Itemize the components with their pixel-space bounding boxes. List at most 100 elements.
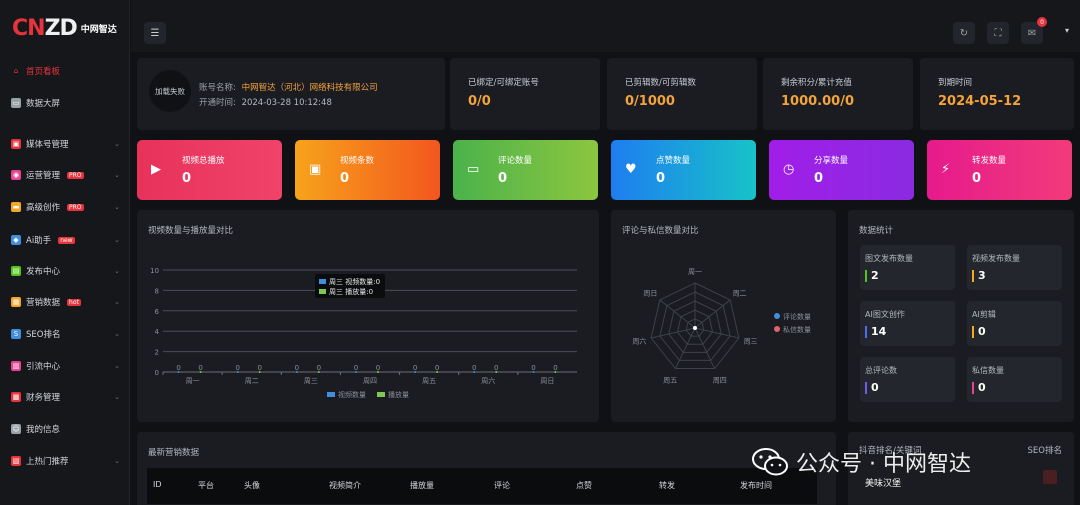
y-tick-label: 2 (155, 349, 159, 357)
user-dropdown-caret[interactable]: ▾ (1065, 26, 1070, 35)
comment-chart-panel: 评论与私信数量对比 周一 周二 周三 周四 周五 周六 周日 评论数量 私信数量 (611, 210, 836, 422)
stat-value: 1000.00/0 (781, 94, 855, 109)
table-header-cell: 头像 (244, 481, 260, 490)
sidebar-item-7[interactable]: ▦ 营销数据 hot ⌄ (0, 291, 130, 313)
series-point (473, 371, 476, 373)
wechat-icon (752, 448, 788, 476)
data-label: 0 (354, 364, 358, 372)
metric-label: 视频总播放 (182, 156, 225, 166)
data-stat-card-2: AI图文创作 14 (860, 301, 955, 346)
finance-icon: ▩ (11, 392, 21, 402)
heart-icon: ♥ (625, 162, 637, 177)
video-file-icon: ▣ (309, 162, 322, 177)
refresh-button[interactable]: ↻ (953, 22, 975, 44)
data-stat-label: 视频发布数量 (972, 254, 1020, 263)
sidebar-item-10[interactable]: ▩ 财务管理 ⌄ (0, 386, 130, 408)
sidebar-item-9[interactable]: ▥ 引流中心 ⌄ (0, 355, 130, 377)
metric-card-4[interactable]: ◷ 分享数量 0 (769, 140, 914, 200)
table-header-cell: 发布时间 (740, 481, 772, 490)
home-icon: ⌂ (13, 67, 19, 75)
mail-icon: ✉ (1027, 27, 1037, 39)
data-stat-card-0: 图文发布数量 2 (860, 245, 955, 290)
chevron-down-icon: ⌄ (114, 330, 120, 338)
sidebar-item-5[interactable]: ◆ Ai助手 new ⌄ (0, 229, 130, 251)
sidebar-tag: PRO (67, 171, 84, 179)
sidebar-item-4[interactable]: ▬ 高级创作 PRO ⌄ (0, 196, 130, 218)
chevron-down-icon: ⌄ (114, 203, 120, 211)
watermark-text: 公众号 · 中网智达 (796, 452, 971, 477)
traffic-icon: ▥ (11, 361, 21, 371)
radar-ring (668, 300, 722, 353)
data-stats-panel: 数据统计 图文发布数量 2 视频发布数量 3 AI图文创作 14 AI剪辑 0 总评论数 0 私信数… (848, 210, 1074, 422)
radar-axis (694, 299, 731, 329)
sidebar-item-label: 高级创作 (26, 203, 61, 213)
radar-center (693, 326, 697, 330)
sidebar-item-2[interactable]: ▣ 媒体号管理 ⌄ (0, 133, 130, 155)
metric-card-1[interactable]: ▣ 视频条数 0 (295, 140, 440, 200)
x-tick-label: 周一 (186, 377, 200, 385)
metric-card-3[interactable]: ♥ 点赞数量 0 (611, 140, 756, 200)
stat-label: 到期时间 (938, 78, 973, 88)
tooltip-line: 周三 播放量:0 (329, 287, 373, 296)
sidebar-item-label: 财务管理 (26, 393, 61, 403)
stat-label: 剩余积分/累计充值 (781, 78, 852, 88)
tooltip-swatch (319, 289, 326, 294)
menu-toggle-button[interactable]: ☰ (144, 22, 166, 44)
sidebar-item-3[interactable]: ◉ 运营管理 PRO ⌄ (0, 164, 130, 186)
metric-card-5[interactable]: ⚡ 转发数量 0 (927, 140, 1072, 200)
series-point (554, 371, 557, 373)
y-tick-label: 10 (150, 267, 159, 275)
create-icon: ▬ (11, 202, 21, 212)
fullscreen-button[interactable]: ⛶ (987, 22, 1009, 44)
table-header-cell: ID (153, 480, 162, 489)
series-point (377, 371, 379, 373)
logo-subtitle: 中网智达 (80, 24, 117, 35)
sidebar-item-6[interactable]: ▤ 发布中心 ⌄ (0, 260, 130, 282)
series-point (199, 371, 202, 373)
sidebar-item-0[interactable]: ⌂ 首页看板 (0, 60, 130, 82)
table-header-cell: 评论 (494, 481, 510, 490)
sidebar-item-1[interactable]: ▭ 数据大屏 (0, 92, 130, 114)
data-label: 0 (413, 364, 417, 372)
series-point (436, 371, 439, 373)
metric-value: 0 (972, 171, 982, 186)
tooltip (315, 274, 385, 298)
ai-icon: ◆ (11, 235, 21, 245)
data-label: 0 (176, 364, 180, 372)
x-tick-label: 周三 (304, 377, 318, 385)
marketing-panel: 最新营销数据 ID 平台 头像 视频简介 播放量 评论 点赞 转发 发布时间 (137, 432, 836, 505)
sidebar-item-8[interactable]: S SEO排名 ⌄ (0, 323, 130, 345)
stat-panel-0: 已绑定/可绑定账号 0/0 (450, 58, 600, 130)
sidebar-item-11[interactable]: ☺ 我的信息 (0, 418, 130, 440)
chevron-down-icon: ⌄ (114, 140, 120, 148)
seo-row[interactable]: 美味汉堡 (865, 479, 902, 489)
video-chart-panel: 视频数量与播放量对比 0 2 4 6 8 10 周一 周二 周三 周四 周五 周六 周日 0 0 0 0 0 0 0 0… (137, 210, 599, 422)
radar-axis (694, 327, 715, 369)
metric-card-0[interactable]: ▶ 视频总播放 0 (137, 140, 282, 200)
x-tick-label: 周日 (540, 377, 554, 385)
data-label: 0 (553, 364, 557, 372)
y-tick-label: 0 (155, 369, 159, 377)
sidebar-item-12[interactable]: ▧ 上热门推荐 ⌄ (0, 450, 130, 472)
legend-label: 私信数量 (783, 325, 811, 334)
data-stat-value: 0 (972, 326, 986, 338)
radar-axis (694, 327, 739, 339)
series-point (355, 371, 357, 373)
account-name-row: 账号名称: 中网智达（河北）网络科技有限公司 (199, 83, 378, 93)
metric-label: 点赞数量 (656, 156, 691, 166)
logo[interactable]: CNZD 中网智达 (0, 0, 129, 56)
y-tick-label: 6 (155, 308, 160, 316)
series-point (495, 371, 498, 373)
data-stat-label: 总评论数 (865, 366, 897, 375)
notification-button[interactable]: ✉ 0 (1021, 17, 1047, 44)
sidebar-tag: hot (67, 298, 81, 306)
stat-value: 0/0 (468, 94, 491, 109)
y-tick-label: 4 (155, 328, 160, 336)
data-label: 0 (531, 364, 535, 372)
data-label: 0 (435, 364, 439, 372)
sidebar-item-label: 发布中心 (26, 267, 61, 277)
metric-card-2[interactable]: ▭ 评论数量 0 (453, 140, 598, 200)
share-icon: ◷ (783, 162, 795, 177)
refresh-icon: ↻ (959, 27, 969, 39)
